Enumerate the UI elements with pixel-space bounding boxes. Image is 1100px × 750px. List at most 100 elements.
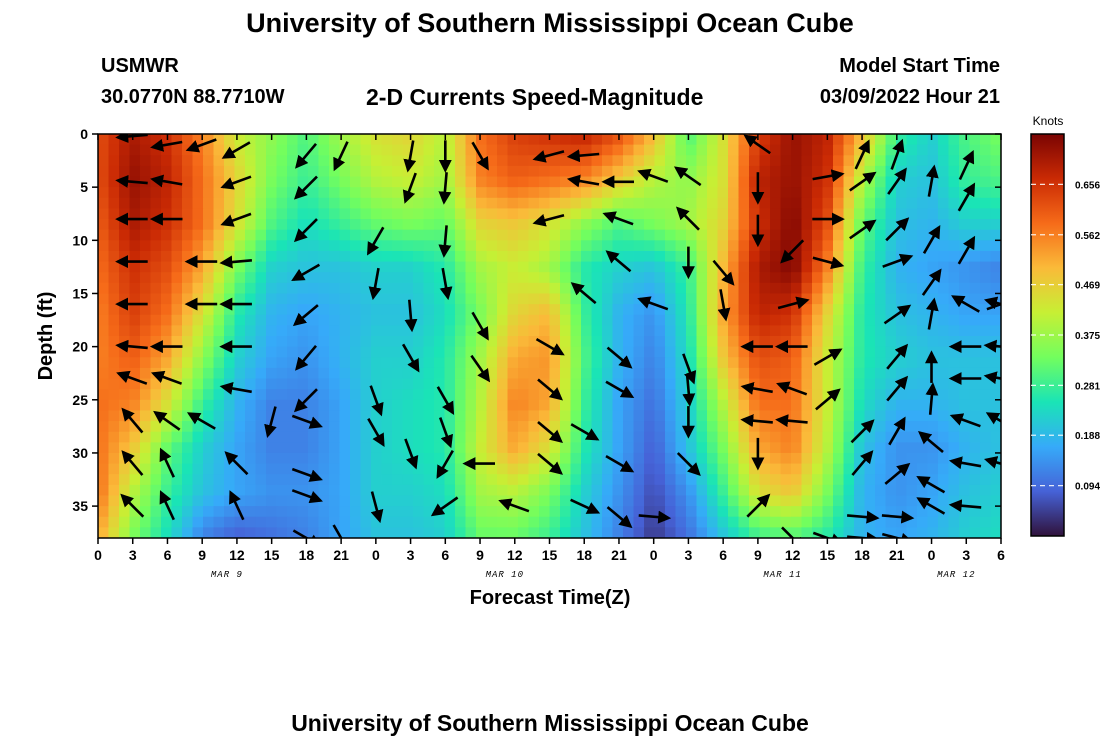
heatmap-cell [465,261,477,273]
heatmap-cell [633,442,645,454]
heatmap-cell [318,282,330,295]
heatmap-cell [213,144,225,156]
heatmap-cell [539,250,551,263]
heatmap-cell [728,336,740,348]
heatmap-cell [518,421,530,433]
heatmap-cell [486,421,498,433]
heatmap-cell [150,176,162,188]
current-vector-arrow [916,476,946,494]
heatmap-cell [234,134,246,146]
heatmap-cell [98,134,110,146]
heatmap-cell [171,250,183,263]
heatmap-cell [413,208,425,220]
heatmap-cell [213,325,225,337]
current-vector-arrow [470,354,491,383]
heatmap-cell [686,495,698,507]
heatmap-cell [360,474,372,486]
heatmap-cell [171,293,183,305]
heatmap-cell [224,155,236,167]
heatmap-cell [885,495,897,507]
heatmap-cell [665,378,677,390]
heatmap-cell [318,240,330,252]
heatmap-cell [224,431,236,443]
heatmap-cell [854,272,866,284]
heatmap-cell [906,282,918,295]
heatmap-cell [518,357,530,369]
heatmap-cell [182,442,194,454]
heatmap-cell [371,176,383,188]
heatmap-cell [266,474,278,486]
x-tick-label: 0 [650,547,658,563]
heatmap-cell [497,187,509,199]
heatmap-cell [917,293,929,305]
heatmap-cell [738,144,750,156]
heatmap-cell [990,134,1001,146]
heatmap-cell [255,219,267,231]
heatmap-cell [612,282,624,295]
heatmap-cell [980,176,992,188]
heatmap-cell [749,399,761,412]
heatmap-cell [255,346,267,358]
heatmap-cell [339,495,351,507]
heatmap-cell [266,165,278,178]
heatmap-cell [245,421,257,433]
heatmap-cell [560,357,572,369]
heatmap-cell [675,367,687,380]
heatmap-cell [591,495,603,507]
heatmap-cell [402,410,414,422]
heatmap-cell [539,516,551,528]
heatmap-cell [591,155,603,167]
heatmap-cell [927,282,939,295]
heatmap-cell [612,378,624,390]
heatmap-cell [591,261,603,273]
heatmap-cell [444,314,456,326]
heatmap-cell [171,336,183,348]
heatmap-cell [434,282,446,295]
heatmap-cell [182,325,194,337]
heatmap-cell [759,250,771,263]
heatmap-cell [318,134,330,146]
heatmap-cell [696,187,708,199]
heatmap-cell [759,134,771,146]
heatmap-cell [192,506,204,518]
heatmap-cell [518,219,530,231]
current-vector-arrow [812,169,845,183]
heatmap-cell [906,357,918,369]
heatmap-cell [875,250,887,263]
heatmap-cell [287,336,299,348]
heatmap-cell [612,134,624,146]
heatmap-cell [150,399,162,412]
heatmap-cell [591,165,603,178]
heatmap-cell [959,219,971,231]
heatmap-cell [234,187,246,199]
heatmap-cell [203,495,215,507]
heatmap-cell [518,165,530,178]
heatmap-cell [423,527,435,538]
heatmap-cell [833,506,845,518]
heatmap-cell [297,452,309,465]
heatmap-cell [864,293,876,305]
heatmap-cell [287,527,299,538]
heatmap-cell [182,208,194,220]
heatmap-cell [549,506,561,518]
heatmap-cell [234,357,246,369]
heatmap-cell [644,208,656,220]
heatmap-cell [287,261,299,273]
heatmap-cell [381,229,393,241]
heatmap-cell [413,250,425,263]
heatmap-cell [171,442,183,454]
current-vector-arrow [743,134,771,155]
heatmap-cell [255,516,267,528]
heatmap-cell [885,197,897,210]
heatmap-cell [707,304,719,316]
heatmap-cell [455,250,467,263]
heatmap-cell [276,495,288,507]
heatmap-cell [749,282,761,295]
heatmap-cell [371,421,383,433]
heatmap-cell [791,336,803,348]
heatmap-cell [633,219,645,231]
heatmap-cell [644,197,656,210]
heatmap-cell [329,208,341,220]
current-vector-arrow [537,452,563,475]
heatmap-cell [980,506,992,518]
